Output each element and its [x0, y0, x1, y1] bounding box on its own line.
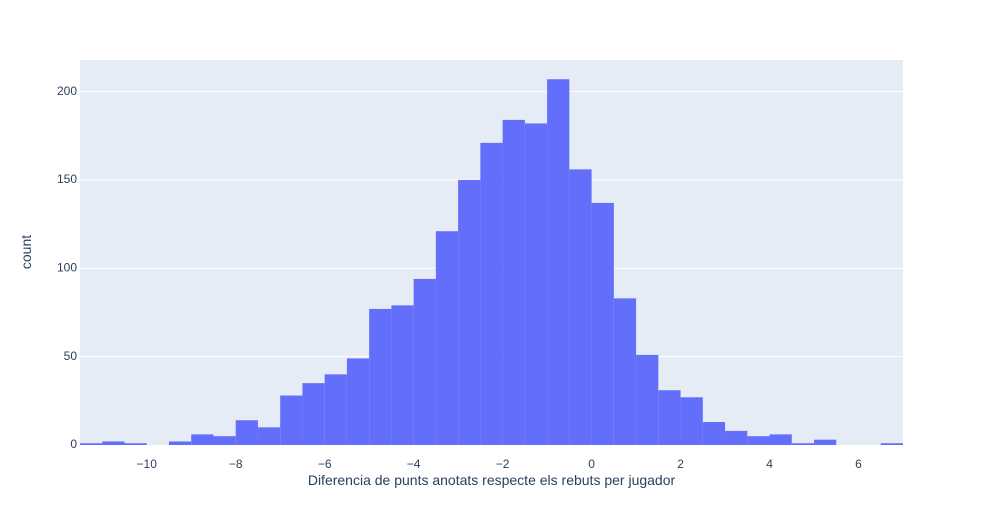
histogram-bar [547, 79, 570, 445]
histogram-bar [213, 436, 236, 445]
histogram-bar [369, 308, 392, 445]
x-axis-ticks: −10 −8 −6 −4 −2 0 2 4 6 [137, 457, 863, 471]
histogram-bars [80, 79, 903, 446]
histogram-bar [280, 395, 303, 445]
histogram-bar [769, 434, 792, 445]
y-tick-label: 100 [57, 260, 77, 274]
y-axis-ticks: 0 50 100 150 200 [57, 84, 77, 451]
histogram-bar [880, 443, 903, 445]
histogram-bar [102, 441, 125, 445]
histogram-bar [747, 436, 770, 445]
histogram-bar [480, 142, 503, 445]
x-tick-label: −4 [407, 457, 421, 471]
x-tick-label: −6 [318, 457, 332, 471]
histogram-bar [524, 123, 548, 445]
histogram-bar [814, 439, 837, 445]
x-tick-label: −2 [496, 457, 510, 471]
y-axis-title: count [18, 235, 34, 269]
histogram-bar [502, 119, 525, 446]
x-tick-label: 0 [588, 457, 595, 471]
x-tick-label: 2 [677, 457, 684, 471]
histogram-bar [680, 397, 703, 445]
histogram-bar [725, 430, 748, 445]
histogram-bar [168, 441, 192, 445]
histogram-bar [658, 390, 681, 445]
x-tick-label: 6 [855, 457, 862, 471]
x-tick-label: 4 [766, 457, 773, 471]
histogram-bar [591, 202, 614, 445]
histogram-bar [569, 169, 592, 446]
y-tick-label: 150 [57, 172, 77, 186]
histogram-bar [302, 383, 325, 445]
y-tick-label: 0 [70, 437, 77, 451]
histogram-bar [191, 434, 214, 445]
histogram-bar [613, 298, 637, 445]
histogram-bar [435, 231, 459, 445]
x-tick-label: −8 [229, 457, 243, 471]
y-tick-label: 50 [64, 349, 78, 363]
histogram-bar [324, 374, 347, 445]
histogram-bar [391, 305, 414, 445]
histogram-bar [346, 358, 370, 445]
y-tick-label: 200 [57, 84, 77, 98]
histogram-bar [257, 427, 281, 445]
histogram-bar [458, 179, 481, 446]
x-tick-label: −10 [137, 457, 158, 471]
histogram-bar [636, 354, 659, 445]
x-axis-title: Diferencia de punts anotats respecte els… [308, 472, 676, 488]
histogram-bar [791, 443, 815, 445]
histogram-bar [124, 443, 147, 445]
histogram-bar [702, 422, 726, 445]
histogram-bar [413, 278, 436, 445]
histogram-bar [80, 443, 103, 445]
histogram-bar [235, 420, 258, 445]
